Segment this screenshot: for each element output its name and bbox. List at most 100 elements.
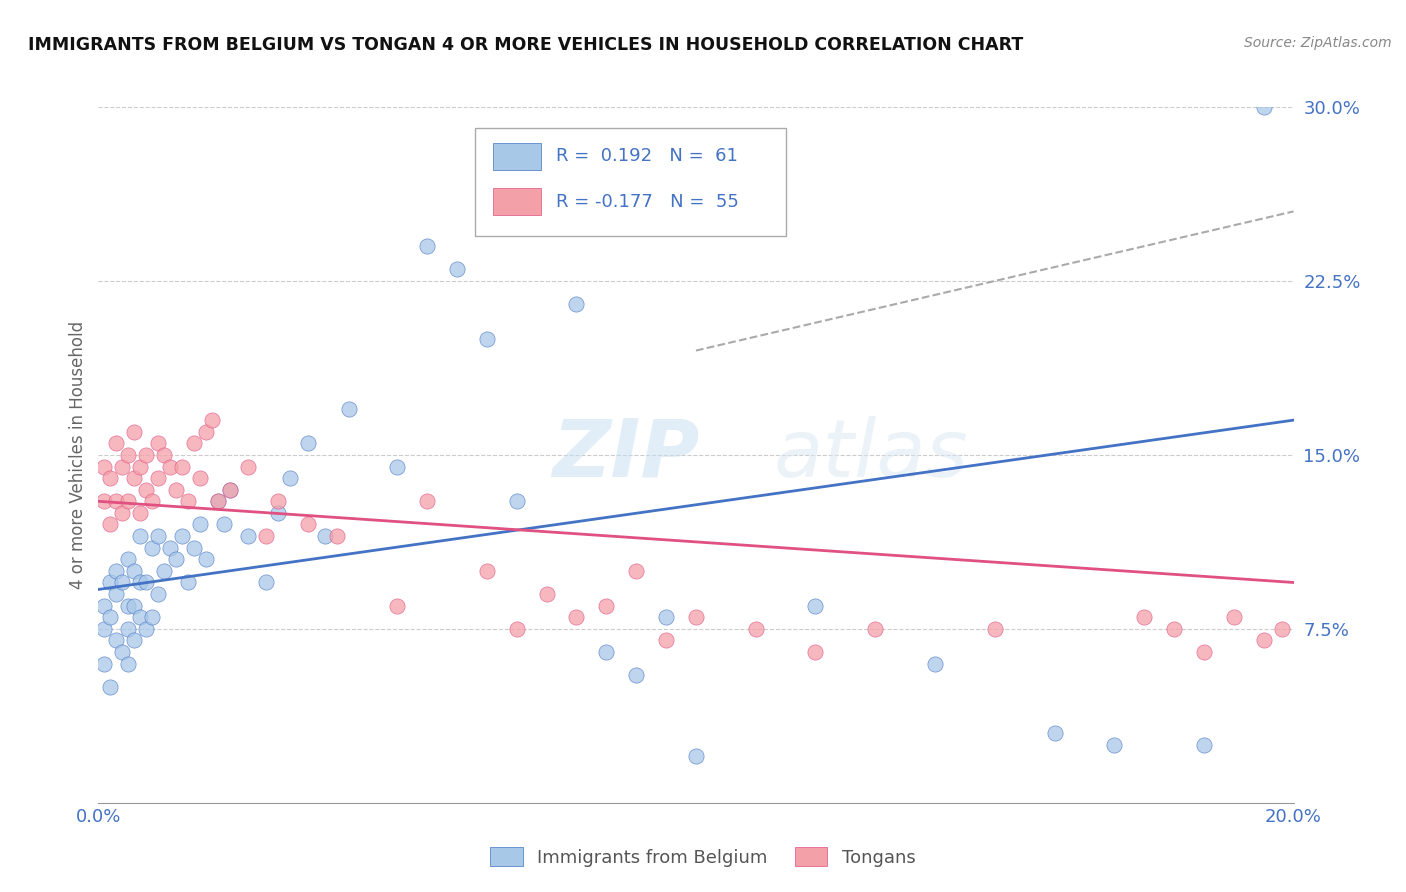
- Point: [129, 459, 152, 474]
- Point: [93, 657, 115, 671]
- Point: [385, 459, 409, 474]
- Point: [626, 668, 648, 682]
- Point: [100, 575, 122, 590]
- Point: [135, 622, 157, 636]
- Point: [172, 459, 194, 474]
- Point: [129, 610, 152, 624]
- Bar: [494, 188, 540, 215]
- Point: [219, 483, 242, 497]
- Point: [416, 494, 439, 508]
- Point: [159, 459, 181, 474]
- Point: [148, 587, 170, 601]
- Point: [278, 471, 301, 485]
- Point: [93, 494, 115, 508]
- Point: [626, 564, 648, 578]
- Point: [385, 599, 409, 613]
- Point: [105, 436, 128, 450]
- Point: [105, 564, 128, 578]
- Text: R = -0.177   N =  55: R = -0.177 N = 55: [557, 193, 740, 211]
- Point: [297, 517, 319, 532]
- Point: [685, 610, 707, 624]
- Point: [172, 529, 194, 543]
- Point: [135, 575, 157, 590]
- Point: [117, 448, 139, 462]
- Point: [111, 575, 134, 590]
- Point: [124, 471, 146, 485]
- Point: [865, 622, 887, 636]
- FancyBboxPatch shape: [475, 128, 786, 235]
- Point: [105, 587, 128, 601]
- Point: [135, 448, 157, 462]
- Point: [153, 564, 176, 578]
- Point: [565, 610, 588, 624]
- Point: [595, 645, 617, 659]
- Point: [117, 657, 139, 671]
- Point: [148, 471, 170, 485]
- Point: [655, 633, 678, 648]
- Point: [297, 436, 319, 450]
- Point: [446, 262, 468, 277]
- Point: [105, 494, 128, 508]
- Point: [267, 506, 290, 520]
- Point: [254, 575, 277, 590]
- Point: [195, 425, 218, 439]
- Point: [141, 494, 163, 508]
- Point: [326, 529, 349, 543]
- Point: [183, 436, 205, 450]
- Point: [100, 610, 122, 624]
- Point: [201, 413, 224, 427]
- Point: [188, 517, 211, 532]
- Point: [339, 401, 360, 416]
- Point: [655, 610, 678, 624]
- Point: [804, 599, 827, 613]
- Point: [416, 239, 439, 253]
- Point: [267, 494, 290, 508]
- Text: atlas: atlas: [773, 416, 969, 494]
- Point: [111, 459, 134, 474]
- Bar: [494, 144, 540, 169]
- Point: [183, 541, 205, 555]
- Point: [141, 541, 163, 555]
- Point: [117, 494, 139, 508]
- Point: [100, 680, 122, 694]
- Point: [153, 448, 176, 462]
- Text: IMMIGRANTS FROM BELGIUM VS TONGAN 4 OR MORE VEHICLES IN HOUSEHOLD CORRELATION CH: IMMIGRANTS FROM BELGIUM VS TONGAN 4 OR M…: [28, 36, 1024, 54]
- Point: [745, 622, 768, 636]
- Point: [177, 494, 200, 508]
- Point: [1133, 610, 1156, 624]
- Point: [924, 657, 946, 671]
- Point: [236, 529, 259, 543]
- Point: [207, 494, 229, 508]
- Point: [595, 599, 617, 613]
- Point: [254, 529, 277, 543]
- Y-axis label: 4 or more Vehicles in Household: 4 or more Vehicles in Household: [69, 321, 87, 589]
- Point: [93, 459, 115, 474]
- Point: [177, 575, 200, 590]
- Point: [100, 517, 122, 532]
- Point: [93, 599, 115, 613]
- Point: [111, 506, 134, 520]
- Point: [1043, 726, 1066, 740]
- Point: [135, 483, 157, 497]
- Point: [124, 633, 146, 648]
- Point: [111, 645, 134, 659]
- Point: [129, 575, 152, 590]
- Text: ZIP: ZIP: [553, 416, 700, 494]
- Point: [1253, 100, 1275, 114]
- Point: [1104, 738, 1126, 752]
- Point: [1271, 622, 1294, 636]
- Point: [124, 425, 146, 439]
- Point: [685, 749, 707, 764]
- Point: [100, 471, 122, 485]
- Point: [148, 436, 170, 450]
- Text: Source: ZipAtlas.com: Source: ZipAtlas.com: [1244, 36, 1392, 50]
- Point: [141, 610, 163, 624]
- Point: [475, 332, 498, 346]
- Point: [165, 552, 187, 566]
- Point: [804, 645, 827, 659]
- Point: [475, 564, 498, 578]
- Point: [1163, 622, 1185, 636]
- Point: [117, 622, 139, 636]
- Point: [536, 587, 558, 601]
- Point: [236, 459, 259, 474]
